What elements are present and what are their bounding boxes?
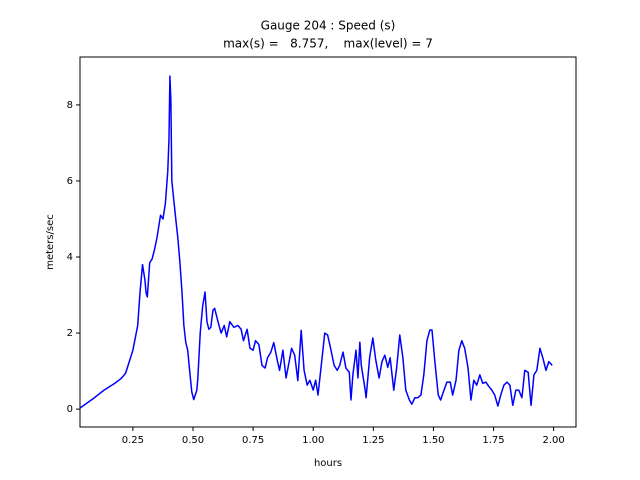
y-axis-label: meters/sec — [45, 214, 56, 270]
x-tick-label: 0.50 — [182, 435, 204, 446]
x-tick-label: 0.75 — [242, 435, 264, 446]
y-tick-label: 2 — [67, 328, 73, 339]
chart-subtitle: max(s) = 8.757, max(level) = 7 — [223, 37, 433, 51]
y-tick-label: 8 — [67, 100, 73, 111]
line-series — [80, 75, 553, 409]
x-tick-label: 0.25 — [122, 435, 144, 446]
x-tick-label: 1.75 — [482, 435, 504, 446]
y-tick-label: 4 — [67, 252, 73, 263]
x-tick-label: 2.00 — [543, 435, 565, 446]
y-tick-label: 0 — [67, 404, 73, 415]
plot-frame — [79, 56, 577, 428]
x-tick-label: 1.50 — [422, 435, 444, 446]
y-tick-label: 6 — [67, 176, 73, 187]
x-tick-label: 1.00 — [302, 435, 324, 446]
x-axis-label: hours — [314, 458, 342, 469]
x-tick-label: 1.25 — [362, 435, 384, 446]
chart-title: Gauge 204 : Speed (s) — [261, 19, 396, 33]
